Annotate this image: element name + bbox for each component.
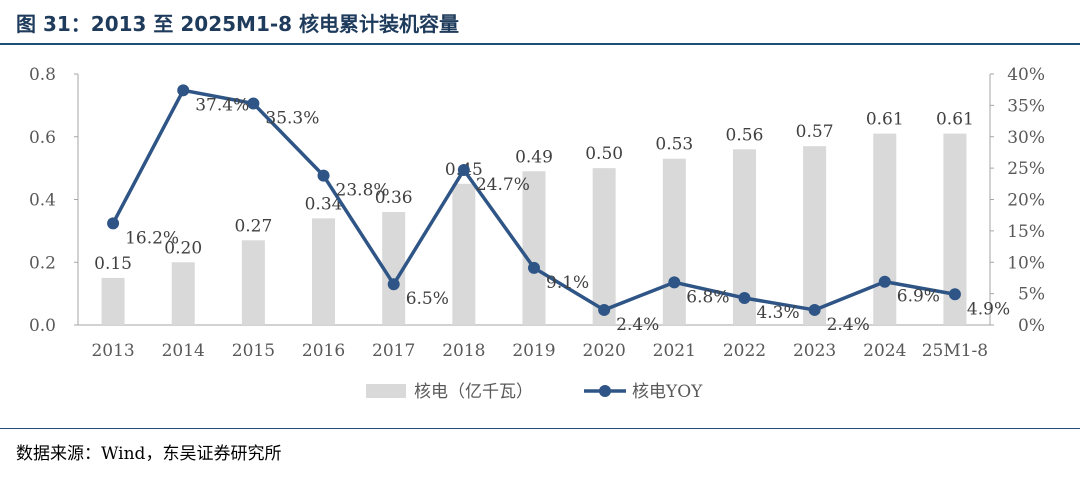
- bar-value-label: 0.50: [585, 144, 623, 164]
- right-axis-tick-label: 35%: [1007, 96, 1045, 116]
- yoy-point: [247, 97, 260, 110]
- figure-title: 图 31：2013 至 2025M1-8 核电累计装机容量: [16, 12, 460, 36]
- yoy-point: [738, 292, 751, 305]
- figure-source: 数据来源：Wind，东吴证券研究所: [16, 444, 282, 464]
- yoy-value-label: 6.9%: [897, 287, 940, 307]
- left-axis-tick-label: 0.6: [29, 128, 56, 148]
- yoy-value-label: 24.7%: [476, 175, 530, 195]
- bar-value-label: 0.36: [375, 188, 413, 208]
- x-axis-tick-label: 2017: [372, 341, 415, 361]
- legend-line-marker: [599, 385, 611, 397]
- legend-line-label: 核电YOY: [632, 382, 703, 402]
- yoy-point: [107, 217, 120, 230]
- yoy-value-label: 2.4%: [616, 315, 659, 335]
- bar: [943, 133, 967, 325]
- bar-value-label: 0.34: [305, 194, 343, 214]
- yoy-point: [457, 164, 470, 177]
- right-axis-tick-label: 10%: [1007, 253, 1045, 273]
- x-axis-tick-label: 2013: [91, 341, 134, 361]
- yoy-value-label: 23.8%: [336, 181, 390, 201]
- bar: [662, 158, 686, 325]
- yoy-value-label: 37.4%: [195, 95, 249, 115]
- x-axis-tick-label: 2018: [442, 341, 485, 361]
- bar: [171, 262, 195, 325]
- bar-value-label: 0.61: [866, 110, 904, 130]
- bar-value-label: 0.49: [515, 147, 553, 167]
- yoy-point: [878, 275, 891, 288]
- bar-value-label: 0.61: [936, 110, 974, 130]
- yoy-point: [387, 278, 400, 291]
- yoy-point: [317, 169, 330, 182]
- bar: [101, 277, 125, 325]
- bar: [382, 212, 406, 325]
- yoy-value-label: 4.9%: [967, 299, 1010, 319]
- left-axis-tick-label: 0.0: [29, 316, 56, 336]
- yoy-point: [528, 261, 540, 274]
- right-axis-tick-label: 40%: [1007, 65, 1045, 85]
- bar-value-label: 0.15: [94, 254, 132, 274]
- x-axis-tick-label: 25M1-8: [922, 341, 988, 361]
- x-axis-tick-label: 2021: [653, 341, 696, 361]
- yoy-value-label: 16.2%: [125, 228, 179, 248]
- bar: [592, 168, 616, 325]
- right-axis-tick-label: 20%: [1007, 191, 1045, 211]
- yoy-value-label: 9.1%: [546, 273, 589, 293]
- right-axis-tick-label: 0%: [1018, 316, 1045, 336]
- bar: [452, 183, 476, 325]
- left-axis-tick-label: 0.2: [29, 253, 56, 273]
- x-axis-tick-label: 2023: [793, 341, 836, 361]
- bar: [803, 146, 827, 325]
- x-axis-tick-label: 2014: [162, 341, 205, 361]
- x-axis-tick-label: 2019: [512, 341, 555, 361]
- bar-value-label: 0.27: [234, 216, 272, 236]
- yoy-value-label: 2.4%: [827, 315, 870, 335]
- bar-value-label: 0.53: [655, 135, 693, 155]
- right-axis-tick-label: 15%: [1007, 222, 1045, 242]
- x-axis-tick-label: 2022: [723, 341, 766, 361]
- bar-value-label: 0.57: [796, 122, 834, 142]
- chart-area: 0.0 0.2 0.4 0.6 0.8 0% 5% 10% 15% 20% 25% 30% 35% 40%…: [29, 65, 1045, 402]
- yoy-value-label: 6.5%: [406, 289, 449, 309]
- bar: [873, 133, 897, 325]
- yoy-value-label: 6.8%: [686, 287, 729, 307]
- bar: [732, 149, 756, 325]
- left-axis-tick-label: 0.4: [29, 191, 56, 211]
- left-axis-tick-label: 0.8: [29, 65, 56, 85]
- x-axis-tick-label: 2024: [863, 341, 906, 361]
- yoy-value-label: 35.3%: [265, 108, 319, 128]
- yoy-point: [948, 288, 961, 301]
- legend-bar-label: 核电（亿千瓦）: [414, 382, 533, 402]
- yoy-value-label: 4.3%: [756, 303, 799, 323]
- bar: [522, 171, 546, 325]
- right-axis-tick-label: 25%: [1007, 159, 1045, 179]
- title-divider: [0, 43, 1080, 45]
- right-axis-tick-label: 30%: [1007, 128, 1045, 148]
- x-axis-tick-label: 2015: [232, 341, 275, 361]
- x-axis-tick-label: 2016: [302, 341, 345, 361]
- source-divider: [0, 428, 1080, 429]
- yoy-point: [177, 84, 190, 97]
- x-axis-tick-label: 2020: [583, 341, 626, 361]
- legend-bar-swatch: [366, 384, 406, 398]
- bar: [312, 218, 336, 325]
- bar: [241, 240, 265, 325]
- yoy-point: [598, 303, 611, 316]
- bar-value-label: 0.56: [726, 125, 764, 145]
- right-axis-tick-label: 5%: [1018, 285, 1045, 305]
- yoy-point: [808, 303, 821, 316]
- yoy-point: [668, 276, 681, 289]
- bar-value-label: 0.20: [164, 238, 202, 258]
- figure-header: 图 31：2013 至 2025M1-8 核电累计装机容量: [0, 0, 1080, 45]
